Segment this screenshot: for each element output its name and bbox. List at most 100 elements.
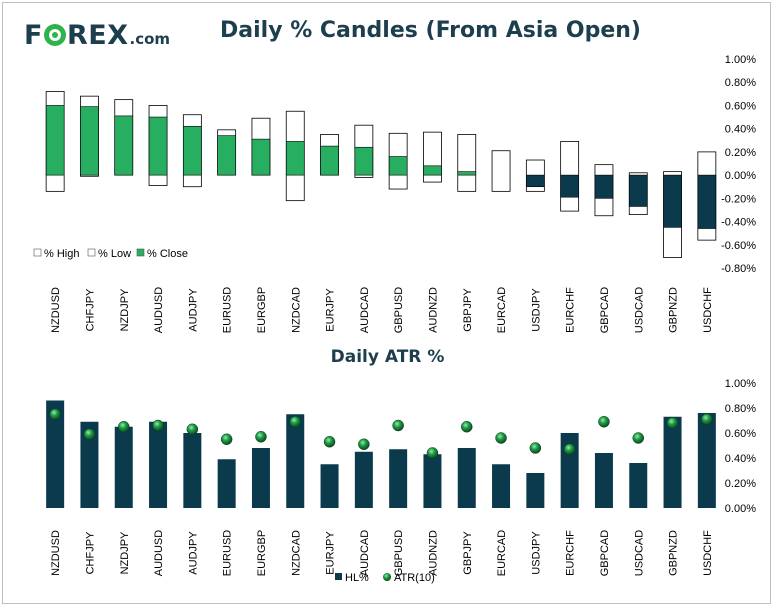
atr-category-label: AUDUSD	[153, 530, 165, 577]
candle-category-label: AUDUSD	[153, 287, 165, 334]
atr-category-label: USDCHF	[702, 530, 714, 576]
logo-text-suffix: REX	[66, 20, 129, 51]
atr10-marker	[701, 413, 713, 425]
candle-close-bar	[594, 174, 614, 199]
candle-category-label: EURCHF	[565, 287, 577, 333]
candle-close-bar	[526, 174, 545, 188]
candle-close-bar	[320, 145, 339, 176]
atr-category-label: USDJPY	[530, 531, 542, 575]
atr-category-label: AUDCAD	[359, 530, 371, 577]
logo-domain: .com	[129, 30, 171, 48]
atr10-marker	[598, 416, 610, 428]
atr-hl-bar	[320, 464, 339, 508]
candle-ytick-label: -0.20%	[721, 193, 756, 205]
candle-close-bar	[148, 116, 168, 176]
atr-hl-bar	[594, 453, 613, 508]
candle-ytick-label: 0.20%	[725, 147, 756, 159]
candle-ytick-label: -0.60%	[721, 240, 756, 252]
atr-category-label: AUDNZD	[427, 530, 439, 576]
atr-hl-bar	[114, 426, 133, 508]
candle-category-label: EURUSD	[222, 287, 234, 334]
candle-category-label: GBPNZD	[668, 287, 680, 333]
atr10-marker	[118, 421, 130, 433]
atr10-marker	[220, 433, 233, 445]
atr-hl-bar	[149, 421, 168, 508]
atr-category-label: EURGBP	[256, 530, 268, 576]
candle-category-label: GBPJPY	[462, 288, 474, 332]
candle-category-label: AUDNZD	[427, 287, 439, 333]
candle-close-bar	[457, 171, 477, 176]
atr10-marker	[358, 438, 370, 450]
candle-ytick-label: 0.60%	[725, 100, 756, 112]
candle-close-bar	[354, 146, 374, 176]
atr-legend-swatch-hl	[335, 573, 342, 580]
candle-legend-label: % Close	[147, 248, 188, 260]
atr-category-label: EURUSD	[222, 530, 234, 577]
candle-ytick-label: 0.80%	[725, 77, 756, 89]
atr10-marker	[392, 419, 404, 432]
atr10-marker	[49, 408, 61, 420]
candle-close-bar	[388, 156, 408, 176]
candle-close-bar	[663, 174, 682, 228]
atr-hl-bar	[251, 448, 270, 508]
candle-close-bar	[45, 105, 65, 176]
candle-close-bar	[251, 138, 271, 176]
atr-ytick-label: 0.20%	[725, 478, 756, 490]
candle-category-label: NZDUSD	[50, 287, 62, 333]
atr-category-label: NZDCAD	[290, 530, 302, 576]
atr-legend-label: HL%	[345, 572, 369, 584]
atr-category-label: GBPJPY	[462, 531, 474, 575]
candle-close-bar	[628, 174, 648, 207]
candle-category-label: GBPCAD	[599, 287, 611, 334]
candle-legend-label: % Low	[98, 248, 131, 260]
candle-range-box	[491, 150, 511, 192]
atr-hl-bar	[80, 421, 99, 508]
candle-ytick-label: 0.40%	[725, 124, 756, 136]
atr-ytick-label: 0.80%	[725, 403, 756, 415]
atr-ytick-label: 0.40%	[725, 453, 756, 465]
atr-category-label: AUDJPY	[187, 531, 199, 575]
atr-chart-title: Daily ATR %	[330, 347, 445, 367]
candle-close-bar	[423, 165, 442, 176]
atr-category-label: EURCAD	[496, 530, 508, 577]
atr-hl-bar	[526, 473, 545, 508]
candle-ytick-label: -0.40%	[721, 217, 756, 229]
atr-hl-bar	[423, 454, 442, 508]
atr-hl-bar	[389, 449, 408, 508]
forex-logo: F REX .com	[24, 20, 171, 51]
atr-category-label: CHFJPY	[84, 531, 96, 574]
candle-close-bar	[560, 174, 579, 198]
atr-ytick-label: 1.00%	[725, 378, 756, 390]
candle-category-label: EURJPY	[325, 288, 337, 332]
atr-hl-bar	[46, 400, 65, 508]
atr-hl-bar	[492, 464, 511, 508]
atr-category-label: USDCAD	[633, 530, 645, 577]
atr10-marker	[495, 432, 507, 444]
atr-category-label: EURJPY	[325, 531, 337, 575]
atr-category-label: GBPUSD	[393, 530, 405, 577]
atr10-marker	[255, 431, 267, 443]
atr-hl-bar	[697, 413, 716, 508]
candle-range-box	[457, 134, 477, 192]
candle-close-bar	[114, 115, 134, 176]
candle-legend-swatch	[87, 248, 96, 257]
logo-text-prefix: F	[24, 20, 43, 51]
atr10-marker	[529, 442, 542, 454]
atr-ytick-label: 0.00%	[725, 503, 756, 515]
candle-category-label: NZDJPY	[119, 288, 131, 331]
candle-category-label: AUDJPY	[187, 288, 199, 332]
atr10-marker	[666, 417, 679, 429]
candle-close-bar	[80, 106, 99, 176]
atr10-marker	[323, 436, 336, 448]
atr-category-label: GBPCAD	[599, 530, 611, 577]
candle-ytick-label: 0.00%	[725, 170, 756, 182]
atr-ytick-label: 0.60%	[725, 428, 756, 440]
candle-category-label: EURGBP	[256, 287, 268, 333]
logo-o-icon	[43, 24, 66, 46]
candle-close-bar	[697, 174, 717, 229]
atr-category-label: NZDUSD	[50, 530, 62, 576]
candle-close-bar	[285, 141, 305, 176]
candle-category-label: NZDCAD	[290, 287, 302, 333]
